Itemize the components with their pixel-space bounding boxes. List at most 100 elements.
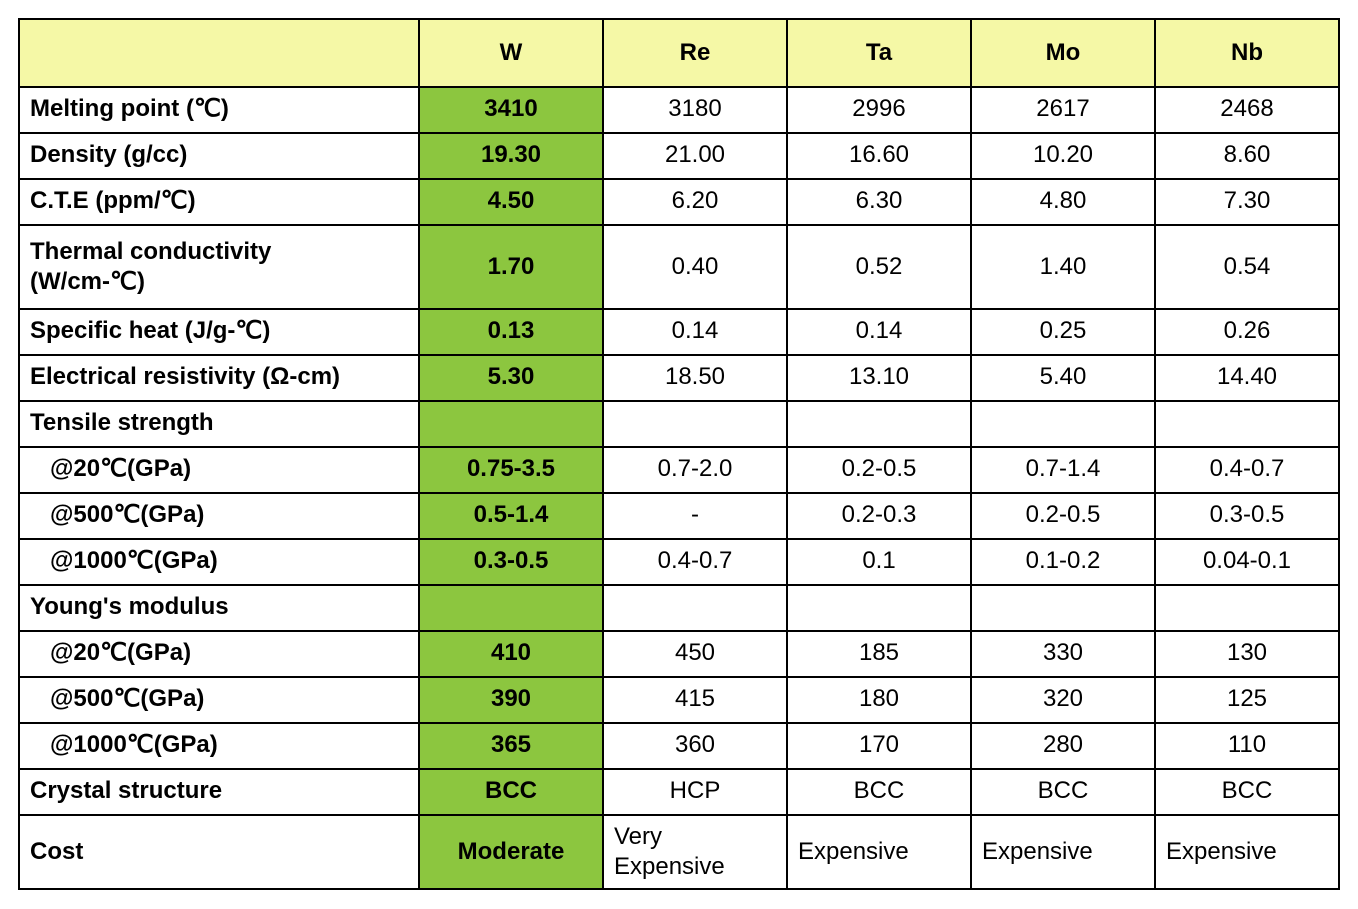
cell-text: 330 <box>972 632 1154 676</box>
cell-text: 18.50 <box>604 356 786 400</box>
row-label-text: Melting point (℃) <box>20 88 418 132</box>
cell-text: BCC <box>788 770 970 814</box>
cell-text <box>420 586 602 630</box>
cell-text: 0.75-3.5 <box>420 448 602 492</box>
cell-value: Very Expensive <box>603 815 787 889</box>
cell-text: 0.5-1.4 <box>420 494 602 538</box>
cell-text: HCP <box>604 770 786 814</box>
row-label: @20℃(GPa) <box>19 631 419 677</box>
cell-value: 6.20 <box>603 179 787 225</box>
cell-value <box>1155 401 1339 447</box>
cell-text: Expensive <box>1156 822 1338 882</box>
cell-value: - <box>603 493 787 539</box>
cell-value: 3180 <box>603 87 787 133</box>
row-label-text: Density (g/cc) <box>20 134 418 178</box>
cell-value: 0.3-0.5 <box>1155 493 1339 539</box>
cell-text: Expensive <box>788 822 970 882</box>
header-col-nb: Nb <box>1155 19 1339 87</box>
row-label-text: @500℃(GPa) <box>20 494 418 538</box>
cell-value: 0.25 <box>971 309 1155 355</box>
cell-value: 21.00 <box>603 133 787 179</box>
cell-text: 0.4-0.7 <box>1156 448 1338 492</box>
row-label-text: @1000℃(GPa) <box>20 540 418 584</box>
cell-w: 365 <box>419 723 603 769</box>
row-label: Young's modulus <box>19 585 419 631</box>
cell-value: 0.2-0.5 <box>971 493 1155 539</box>
cell-w: 5.30 <box>419 355 603 401</box>
cell-text: Moderate <box>420 822 602 882</box>
cell-value: 16.60 <box>787 133 971 179</box>
cell-text: Very Expensive <box>604 816 786 888</box>
cell-value: 0.40 <box>603 225 787 309</box>
cell-text: 2468 <box>1156 88 1338 132</box>
cell-text: Expensive <box>972 822 1154 882</box>
cell-value: 13.10 <box>787 355 971 401</box>
materials-table: W Re Ta Mo Nb Melting point (℃)341031802… <box>18 18 1340 890</box>
cell-value: 0.7-1.4 <box>971 447 1155 493</box>
cell-value: Expensive <box>1155 815 1339 889</box>
row-label: @500℃(GPa) <box>19 677 419 723</box>
table-row: Young's modulus <box>19 585 1339 631</box>
header-blank <box>19 19 419 87</box>
cell-text: 3410 <box>420 88 602 132</box>
table-row: Specific heat (J/g-℃)0.130.140.140.250.2… <box>19 309 1339 355</box>
cell-w: 0.3-0.5 <box>419 539 603 585</box>
cell-text: 180 <box>788 678 970 722</box>
cell-text: 0.2-0.3 <box>788 494 970 538</box>
cell-text: 0.25 <box>972 310 1154 354</box>
header-col-ta: Ta <box>787 19 971 87</box>
cell-value: 8.60 <box>1155 133 1339 179</box>
cell-value: 0.4-0.7 <box>1155 447 1339 493</box>
cell-text: 410 <box>420 632 602 676</box>
table-row: @20℃(GPa)410450185330130 <box>19 631 1339 677</box>
cell-text: 0.7-1.4 <box>972 448 1154 492</box>
cell-text: 450 <box>604 632 786 676</box>
row-label: @500℃(GPa) <box>19 493 419 539</box>
row-label: Melting point (℃) <box>19 87 419 133</box>
cell-text: 0.2-0.5 <box>972 494 1154 538</box>
cell-text: 16.60 <box>788 134 970 178</box>
row-label-text: C.T.E (ppm/℃) <box>20 180 418 224</box>
cell-text: 185 <box>788 632 970 676</box>
row-label: Specific heat (J/g-℃) <box>19 309 419 355</box>
row-label-text: Specific heat (J/g-℃) <box>20 310 418 354</box>
cell-w: BCC <box>419 769 603 815</box>
cell-w: 0.5-1.4 <box>419 493 603 539</box>
cell-text <box>1156 402 1338 446</box>
cell-text: 10.20 <box>972 134 1154 178</box>
row-label: Thermal conductivity (W/cm-℃) <box>19 225 419 309</box>
table-row: Melting point (℃)34103180299626172468 <box>19 87 1339 133</box>
row-label-text: @20℃(GPa) <box>20 448 418 492</box>
table-body: W Re Ta Mo Nb Melting point (℃)341031802… <box>19 19 1339 889</box>
cell-value: 0.14 <box>787 309 971 355</box>
row-label: Crystal structure <box>19 769 419 815</box>
cell-value: 2468 <box>1155 87 1339 133</box>
cell-text: 0.3-0.5 <box>420 540 602 584</box>
table-row: Crystal structureBCCHCPBCCBCCBCC <box>19 769 1339 815</box>
cell-value: 7.30 <box>1155 179 1339 225</box>
cell-w <box>419 585 603 631</box>
header-col-mo: Mo <box>971 19 1155 87</box>
row-label-text: Crystal structure <box>20 770 418 814</box>
cell-value: 450 <box>603 631 787 677</box>
header-col-w: W <box>419 19 603 87</box>
cell-text: 0.54 <box>1156 226 1338 308</box>
cell-text: 170 <box>788 724 970 768</box>
table-row: Thermal conductivity (W/cm-℃)1.700.400.5… <box>19 225 1339 309</box>
cell-text: 280 <box>972 724 1154 768</box>
cell-text: 0.7-2.0 <box>604 448 786 492</box>
row-label: @1000℃(GPa) <box>19 723 419 769</box>
cell-w: 19.30 <box>419 133 603 179</box>
cell-text: - <box>604 494 786 538</box>
cell-value: 180 <box>787 677 971 723</box>
cell-value: 0.26 <box>1155 309 1339 355</box>
cell-text: 0.13 <box>420 310 602 354</box>
cell-text <box>972 586 1154 630</box>
cell-text: 0.14 <box>604 310 786 354</box>
header-col-re: Re <box>603 19 787 87</box>
page: W Re Ta Mo Nb Melting point (℃)341031802… <box>0 0 1358 909</box>
cell-text: 4.50 <box>420 180 602 224</box>
table-row: Tensile strength <box>19 401 1339 447</box>
cell-text <box>1156 586 1338 630</box>
cell-value: 110 <box>1155 723 1339 769</box>
